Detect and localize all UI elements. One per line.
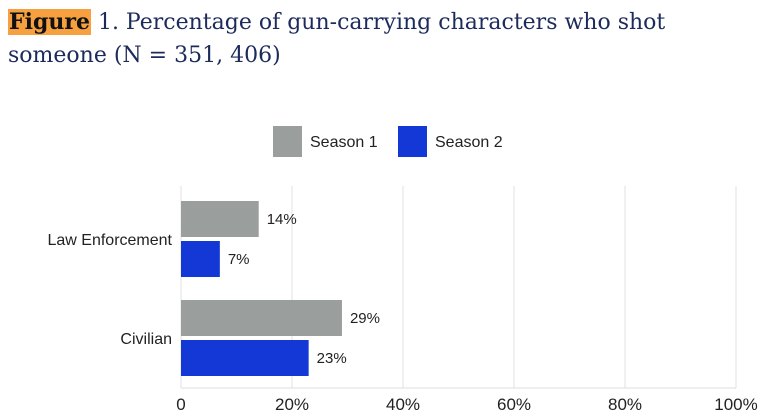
bar-season-1 — [181, 300, 342, 336]
figure-caption: 1. Percentage of gun-carrying characters… — [8, 10, 666, 68]
bar-season-2 — [181, 340, 309, 376]
x-tick-label: 40% — [386, 395, 420, 414]
x-tick-label: 0 — [176, 395, 185, 414]
bar-season-2 — [181, 241, 220, 277]
category-label: Law Enforcement — [47, 232, 172, 249]
x-tick-label: 60% — [497, 395, 531, 414]
legend-label: Season 1 — [310, 134, 378, 151]
data-label: 7% — [228, 251, 250, 268]
data-label: 14% — [267, 211, 297, 228]
figure-title: Figure 1. Percentage of gun-carrying cha… — [8, 6, 748, 72]
data-label: 23% — [317, 350, 347, 367]
bar-season-1 — [181, 201, 259, 237]
legend-swatch — [398, 126, 427, 157]
category-label: Civilian — [120, 331, 172, 348]
x-tick-label: 80% — [608, 395, 642, 414]
x-tick-label: 20% — [275, 395, 309, 414]
data-label: 29% — [350, 310, 380, 327]
legend-label: Season 2 — [435, 134, 503, 151]
legend-swatch — [273, 126, 302, 157]
x-tick-label: 100% — [714, 395, 757, 414]
figure-label: Figure — [8, 9, 91, 35]
